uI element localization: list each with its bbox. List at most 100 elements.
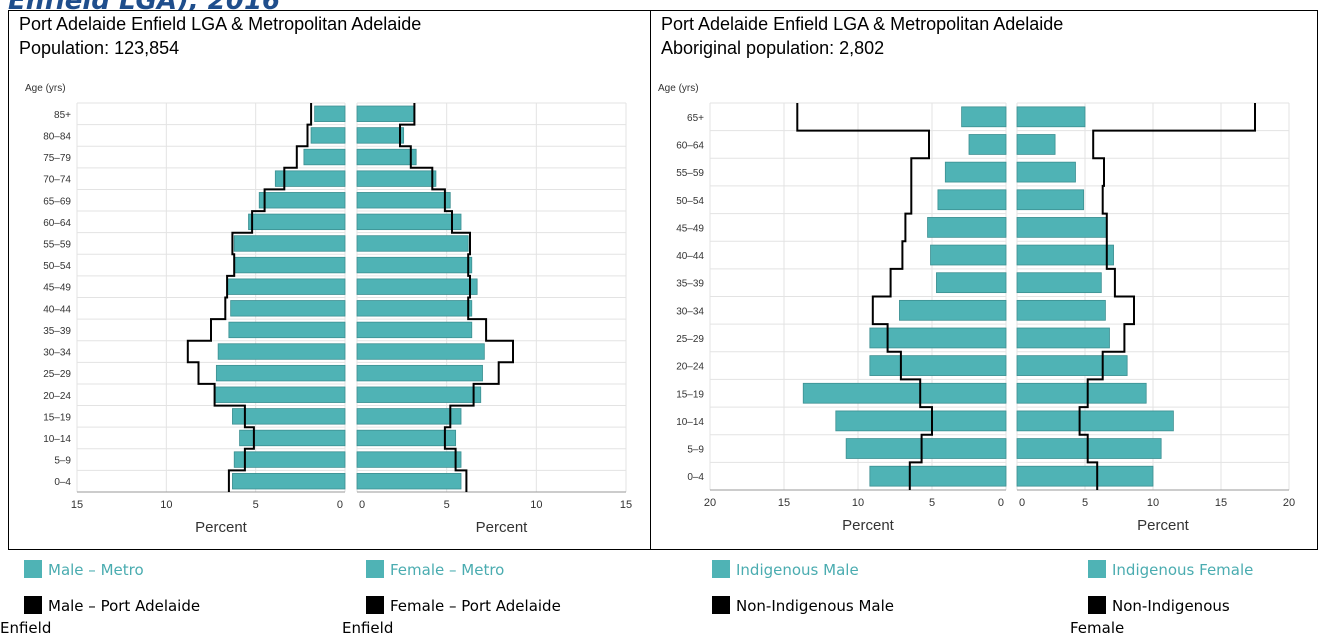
- bar-male: [310, 127, 346, 144]
- chart-title: Port Adelaide Enfield LGA & Metropolitan…: [661, 14, 1064, 34]
- bar-female: [356, 256, 473, 274]
- step-line-female: [1078, 103, 1256, 490]
- category-label: 85+: [54, 110, 71, 121]
- bar-female: [356, 192, 451, 209]
- black-swatch-icon: [1088, 596, 1106, 614]
- tick-label: 15: [1215, 497, 1227, 509]
- bar-male: [232, 473, 346, 490]
- bar-female: [356, 127, 405, 144]
- bar-female: [1016, 217, 1108, 238]
- tick-label: 15: [620, 499, 632, 511]
- category-label: 10–14: [43, 434, 71, 445]
- legend-label-wrap: Enfield: [0, 619, 52, 637]
- category-label: 40–44: [43, 304, 71, 315]
- bar-male: [314, 105, 346, 122]
- legend-label: Indigenous Male: [736, 561, 859, 579]
- chart-panel-lga: Port Adelaide Enfield LGA & Metropolitan…: [8, 10, 651, 550]
- bar-female: [356, 213, 462, 231]
- x-axis-label: Percent: [476, 519, 529, 536]
- bar-female: [356, 429, 457, 447]
- legend-item-non-indigenous-female: Non-Indigenous: [1088, 594, 1230, 618]
- legend-label: Indigenous Female: [1112, 561, 1254, 579]
- bar-male: [937, 189, 1007, 211]
- black-swatch-icon: [712, 596, 730, 614]
- tick-label: 15: [71, 499, 83, 511]
- bar-female: [356, 278, 478, 295]
- tick-label: 10: [530, 499, 542, 511]
- category-label: 65–69: [43, 196, 71, 207]
- tick-label: 0: [1019, 497, 1025, 509]
- category-label: 70–74: [43, 175, 71, 186]
- teal-swatch-icon: [24, 560, 42, 578]
- y-axis-label: Age (yrs): [25, 83, 66, 94]
- tick-label: 10: [1147, 497, 1159, 509]
- bar-female: [1016, 410, 1174, 432]
- category-label: 60–64: [43, 218, 71, 229]
- category-label: 35–39: [676, 279, 704, 290]
- category-label: 50–54: [676, 196, 704, 207]
- bar-male: [899, 299, 1007, 321]
- category-label: 35–39: [43, 326, 71, 337]
- legend-label: Female – Port Adelaide: [390, 597, 561, 615]
- bar-male: [274, 170, 346, 187]
- tick-label: 5: [444, 499, 450, 511]
- bar-female: [356, 170, 437, 187]
- legend-item-female-pa: Female – Port Adelaide: [366, 594, 561, 618]
- category-label: 15–19: [43, 412, 71, 423]
- step-line-male: [796, 103, 933, 490]
- teal-swatch-icon: [366, 560, 384, 578]
- black-swatch-icon: [24, 596, 42, 614]
- bar-female: [356, 386, 482, 403]
- category-label: 0–4: [687, 472, 704, 483]
- step-line-female: [399, 103, 514, 492]
- bar-female: [356, 364, 483, 382]
- category-label: 5–9: [54, 456, 71, 467]
- category-label: 45–49: [676, 223, 704, 234]
- bar-female: [356, 300, 473, 317]
- bar-male: [845, 438, 1007, 459]
- category-label: 80–84: [43, 131, 71, 142]
- legend-label: Female – Metro: [390, 561, 505, 579]
- chart-subtitle: Aboriginal population: 2,802: [661, 38, 885, 58]
- category-label: 10–14: [676, 417, 704, 428]
- category-label: 75–79: [43, 153, 71, 164]
- tick-label: 0: [359, 499, 365, 511]
- tick-label: 0: [998, 497, 1004, 509]
- bar-male: [869, 327, 1007, 349]
- category-label: 40–44: [676, 251, 704, 262]
- legend-label: Male – Metro: [48, 561, 144, 579]
- category-label: 20–24: [676, 362, 704, 373]
- teal-swatch-icon: [1088, 560, 1106, 578]
- bar-female: [356, 235, 469, 252]
- bar-male: [233, 256, 346, 274]
- y-axis-label: Age (yrs): [658, 83, 699, 94]
- x-axis-label: Percent: [1137, 517, 1190, 534]
- bar-male: [968, 134, 1007, 155]
- bar-male: [228, 321, 346, 339]
- legend-label: Non-Indigenous: [1112, 597, 1230, 615]
- category-label: 65+: [687, 113, 704, 124]
- bar-female: [1016, 134, 1056, 155]
- bar-female: [356, 343, 485, 360]
- bar-female: [356, 321, 473, 339]
- tick-label: 5: [1082, 497, 1088, 509]
- chart-subtitle: Population: 123,854: [19, 38, 180, 58]
- bar-female: [1016, 438, 1162, 459]
- category-label: 25–29: [43, 369, 71, 380]
- category-label: 55–59: [676, 168, 704, 179]
- legend-item-male-pa: Male – Port Adelaide: [24, 594, 200, 618]
- population-pyramid-chart: 85+ 80–84 75–79 70–74 65–69 60–64 55–59 50–54 45…: [25, 83, 632, 536]
- bar-male: [233, 451, 346, 468]
- black-swatch-icon: [366, 596, 384, 614]
- bar-male: [226, 278, 346, 295]
- bar-male: [936, 272, 1007, 294]
- bar-male: [869, 465, 1007, 487]
- bar-male: [258, 192, 346, 209]
- bar-female: [356, 408, 462, 425]
- bar-male: [802, 382, 1007, 404]
- bar-male: [232, 408, 346, 425]
- bar-male: [230, 300, 346, 317]
- legend-item-female-metro: Female – Metro: [366, 558, 504, 582]
- bar-female: [356, 148, 417, 166]
- x-axis-label: Percent: [195, 519, 248, 536]
